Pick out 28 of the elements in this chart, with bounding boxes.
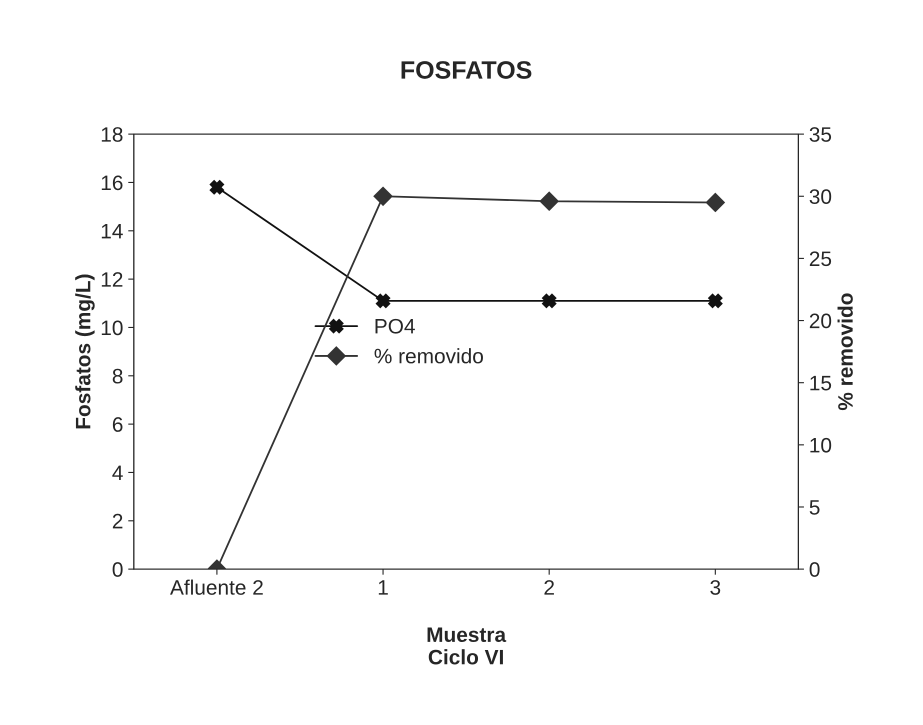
y-tick-label: 10 (102, 320, 123, 336)
legend-label: PO4 (376, 318, 415, 334)
y-tick-label: 4 (112, 466, 123, 480)
y-tick-label: 2 (112, 514, 122, 528)
x-tick-label: Afluente 2 (170, 580, 263, 595)
y2-tick-label: 35 (810, 127, 832, 142)
y2-tick-label: 20 (810, 314, 832, 328)
y-tick-label: 12 (102, 272, 122, 287)
y-tick-label: 14 (102, 224, 123, 238)
y-tick-label: 8 (112, 368, 123, 384)
y2-tick-label: 25 (810, 251, 832, 266)
y-tick-label: 16 (102, 175, 123, 190)
y2-axis-title: % removido (838, 293, 853, 410)
y2-tick-label: 10 (810, 438, 832, 453)
x-axis-title: Muestra Ciclo VI (428, 628, 506, 664)
y2-tick-label: 30 (810, 189, 832, 204)
y-axis-title: Fosfatos (mg/L) (75, 274, 95, 428)
x-tick-label: 2 (544, 580, 554, 595)
chart-title: FOSFATOS (402, 61, 532, 79)
x-tick-label: 3 (710, 580, 720, 595)
y2-tick-label: 15 (810, 376, 832, 390)
y2-tick-label: 0 (810, 562, 820, 577)
y-tick-label: 18 (102, 127, 123, 142)
y-tick-label: 6 (112, 417, 123, 432)
y-tick-label: 0 (112, 562, 123, 577)
legend-label: % removido (374, 348, 483, 364)
x-tick-label: 1 (378, 580, 388, 595)
y2-tick-label: 5 (810, 500, 820, 515)
